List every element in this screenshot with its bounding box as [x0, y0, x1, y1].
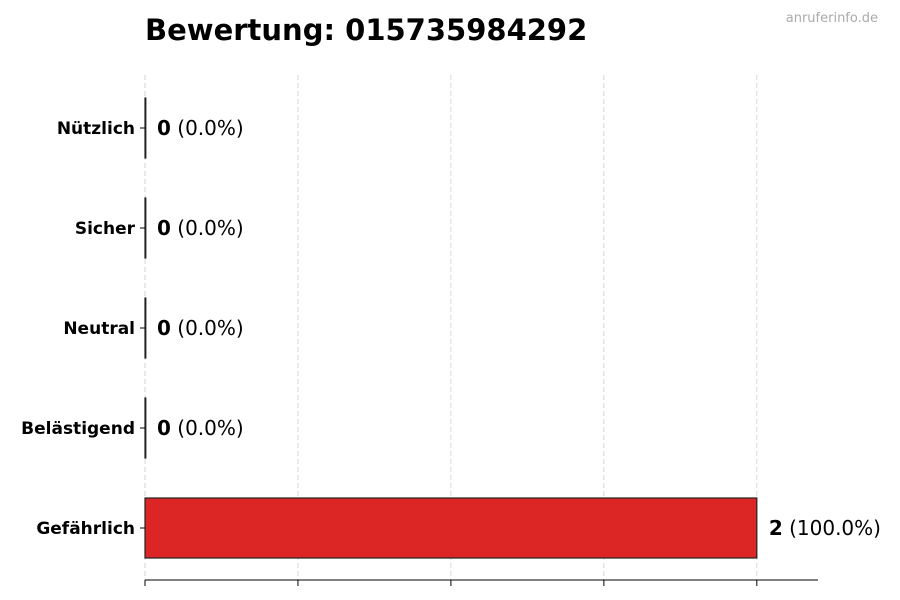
bar	[144, 297, 147, 359]
percent: (0.0%)	[171, 416, 244, 440]
percent: (0.0%)	[171, 116, 244, 140]
watermark: anruferinfo.de	[786, 11, 878, 26]
percent: (100.0%)	[783, 516, 881, 540]
value-label: 0 (0.0%)	[157, 216, 244, 240]
count: 0	[157, 316, 171, 340]
value-label: 0 (0.0%)	[157, 116, 244, 140]
value-label: 0 (0.0%)	[157, 416, 244, 440]
bar	[144, 97, 147, 159]
count: 0	[157, 416, 171, 440]
category-label: Belästigend	[21, 419, 135, 439]
category-label: Nützlich	[57, 119, 135, 139]
count: 0	[157, 116, 171, 140]
bar	[144, 497, 758, 559]
bar	[144, 197, 147, 259]
category-label: Gefährlich	[36, 519, 135, 539]
percent: (0.0%)	[171, 216, 244, 240]
value-label: 0 (0.0%)	[157, 316, 244, 340]
value-label: 2 (100.0%)	[769, 516, 881, 540]
count: 0	[157, 216, 171, 240]
count: 2	[769, 516, 783, 540]
percent: (0.0%)	[171, 316, 244, 340]
category-label: Neutral	[63, 319, 135, 339]
bar	[144, 397, 147, 459]
category-label: Sicher	[75, 219, 136, 239]
chart-title: Bewertung: 015735984292	[145, 13, 587, 47]
